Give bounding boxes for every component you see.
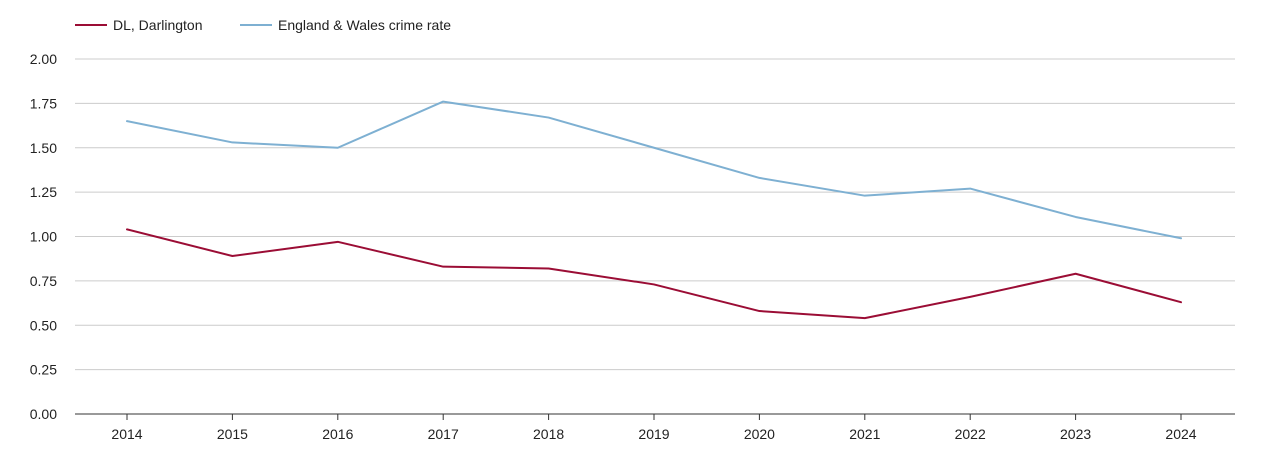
x-tick-label: 2017 [428,426,459,442]
x-tick-label: 2018 [533,426,564,442]
x-tick-label: 2024 [1165,426,1196,442]
x-tick-label: 2014 [111,426,142,442]
y-tick-label: 0.25 [30,362,57,378]
gridlines [75,58,1235,371]
x-tick-label: 2022 [955,426,986,442]
series-line-dl-darlington[interactable] [126,228,1182,320]
y-tick-label: 1.25 [30,184,57,200]
series-layer [126,100,1182,320]
x-tick-label: 2019 [638,426,669,442]
x-axis-ticks: 2014 2015 2016 2017 2018 2019 2020 2021 2022 2023… [111,414,1197,442]
legend-label-england-wales: England & Wales crime rate [278,17,451,33]
x-tick-label: 2016 [322,426,353,442]
y-tick-label: 1.50 [30,140,57,156]
y-axis-ticks: 0.00 0.25 0.50 0.75 1.00 1.25 1.50 1.75 2.00 [30,51,57,422]
y-tick-label: 1.00 [30,229,57,245]
x-tick-label: 2023 [1060,426,1091,442]
series-line-england-wales-crime-rate[interactable] [126,100,1182,240]
y-tick-label: 2.00 [30,51,57,67]
legend-label-darlington: DL, Darlington [113,17,203,33]
legend-item-england-wales[interactable]: England & Wales crime rate [240,17,451,33]
y-tick-label: 1.75 [30,95,57,111]
x-tick-label: 2020 [744,426,775,442]
y-tick-label: 0.75 [30,273,57,289]
y-tick-label: 0.50 [30,317,57,333]
x-tick-label: 2021 [849,426,880,442]
legend: DL, Darlington England & Wales crime rat… [75,17,451,33]
x-tick-label: 2015 [217,426,248,442]
legend-item-darlington[interactable]: DL, Darlington [75,17,203,33]
y-tick-label: 0.00 [30,406,57,422]
